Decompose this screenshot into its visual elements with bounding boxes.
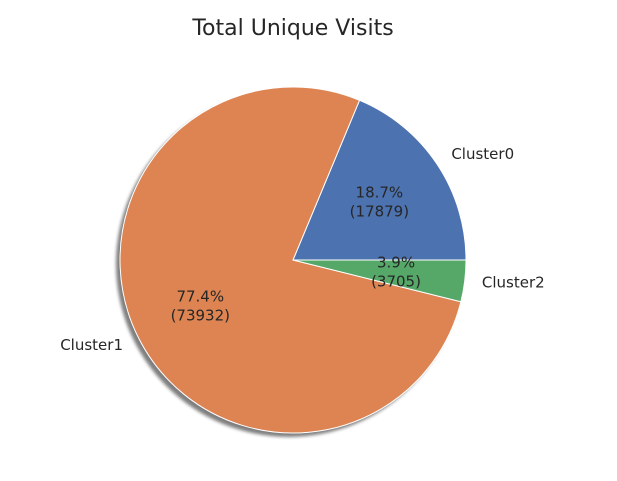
legend-label: Cluster0 <box>451 145 514 163</box>
pie-wedge <box>119 86 462 434</box>
pie-wedge <box>292 99 467 261</box>
legend-label: Cluster2 <box>482 274 545 292</box>
data-label: 3.9% <box>377 254 415 272</box>
pie-wedge <box>292 259 467 303</box>
legend-label: Cluster1 <box>60 336 123 354</box>
data-label: (17879) <box>350 202 409 220</box>
data-label: 18.7% <box>356 183 404 201</box>
chart-title: Total Unique Visits <box>191 16 393 41</box>
data-label: (3705) <box>371 273 421 291</box>
data-label: 77.4% <box>176 288 224 306</box>
data-label: (73932) <box>171 307 230 325</box>
